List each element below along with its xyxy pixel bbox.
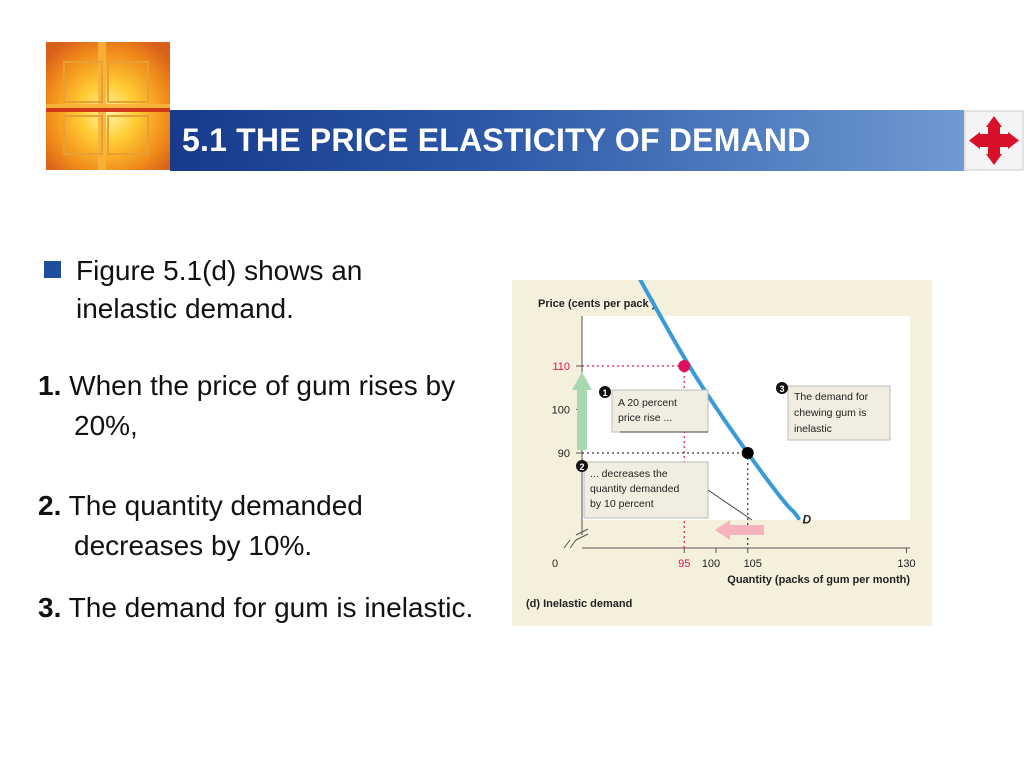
y-axis-label: Price (cents per pack ) <box>538 298 656 310</box>
callout-text-3: inelastic <box>794 423 832 435</box>
y-tick-label: 100 <box>552 405 570 417</box>
list-item: 3. The demand for gum is inelastic. <box>38 588 474 628</box>
x-axis-label: Quantity (packs of gum per month) <box>727 574 910 586</box>
figure-caption: (d) Inelastic demand <box>526 598 632 610</box>
callout-pointer-2 <box>707 489 753 521</box>
callout-number-circle-3 <box>776 382 788 394</box>
callout-text-1: price rise ... <box>618 412 672 424</box>
point-95-110 <box>678 360 691 372</box>
cross-window-logo <box>46 42 170 170</box>
callout-text-1: A 20 percent <box>618 397 677 409</box>
x-axis-break-mark <box>563 539 577 549</box>
item-number: 3. <box>38 592 62 623</box>
item-text: The quantity demanded decreases by 10%. <box>68 490 363 561</box>
x-tick-label: 0 <box>552 558 558 570</box>
item-number: 2. <box>38 490 62 521</box>
list-item: 2. The quantity demanded decreases by 10… <box>38 486 474 566</box>
quantity-decrease-arrow <box>715 520 764 540</box>
callout-number-1: 1 <box>602 388 607 398</box>
price-rise-arrow <box>572 372 592 450</box>
four-way-arrow-icon[interactable] <box>964 110 1024 171</box>
demand-figure: Price (cents per pack ) Quantity (packs o… <box>512 280 932 626</box>
callout-box-2 <box>583 461 709 519</box>
list-item: 1. When the price of gum rises by 20%, <box>38 366 474 446</box>
item-number: 1. <box>38 370 62 401</box>
item-text: The demand for gum is inelastic. <box>68 592 474 623</box>
x-tick-label: 105 <box>744 558 762 570</box>
inelastic-demand-chart: Price (cents per pack ) Quantity (packs o… <box>526 280 916 610</box>
callout-text-2: by 10 percent <box>590 498 654 510</box>
callout-number-circle-1 <box>599 386 611 398</box>
callout-number-3: 3 <box>779 384 784 394</box>
y-tick-label: 90 <box>558 448 570 460</box>
item-text: When the price of gum rises by 20%, <box>69 370 456 441</box>
title-bar: 5.1 THE PRICE ELASTICITY OF DEMAND <box>170 110 964 171</box>
y-axis-break-mark <box>575 528 589 541</box>
callout-text-3: chewing gum is <box>794 407 866 419</box>
square-bullet-icon <box>44 261 61 278</box>
x-tick-label: 130 <box>897 558 915 570</box>
callout-text-2: ... decreases the <box>590 468 668 480</box>
callout-number-circle-2 <box>576 460 588 472</box>
page-title: 5.1 THE PRICE ELASTICITY OF DEMAND <box>182 122 811 158</box>
demand-curve-label: D <box>803 512 812 526</box>
callout-text-3: The demand for <box>794 391 869 403</box>
callout-number-2: 2 <box>579 462 584 472</box>
x-tick-label: 100 <box>702 558 720 570</box>
callout-box-3 <box>787 385 891 441</box>
y-tick-label: 110 <box>552 361 570 373</box>
x-tick-label: 95 <box>678 558 690 570</box>
callout-text-2: quantity demanded <box>590 483 679 495</box>
bullet-text: Figure 5.1(d) shows an inelastic demand. <box>76 255 363 324</box>
point-105-90 <box>741 447 754 459</box>
